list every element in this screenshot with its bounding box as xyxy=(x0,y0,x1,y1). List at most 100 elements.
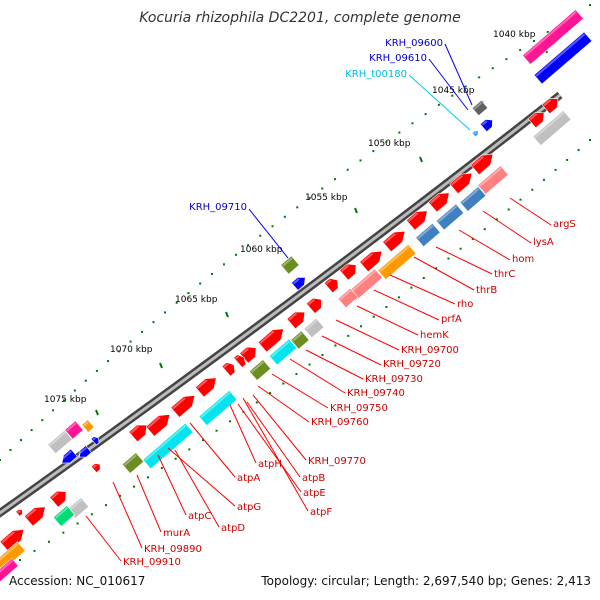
leader-line xyxy=(335,319,400,351)
feature-magenta-shine xyxy=(523,11,577,57)
tick-mark xyxy=(225,311,229,318)
feature-cds xyxy=(0,529,25,552)
feature-cds-shape xyxy=(323,277,339,294)
feature-cds-shape xyxy=(306,297,322,314)
inner-dot xyxy=(215,429,218,432)
feature-cds-shape xyxy=(0,529,25,552)
inner-dot xyxy=(372,315,375,318)
leader-line xyxy=(509,197,552,226)
inner-dot xyxy=(295,373,298,376)
inner-dot xyxy=(229,420,232,423)
gene-label: atpB xyxy=(302,473,325,484)
leader-line xyxy=(413,256,475,291)
leader-line xyxy=(428,58,469,111)
feature-steel-shine xyxy=(437,205,458,223)
outer-dot xyxy=(19,439,22,442)
feature-blue-shape xyxy=(90,436,100,446)
feature-magenta-shape xyxy=(0,557,19,583)
feature-magenta-shine xyxy=(0,559,14,576)
feature-cds-shine xyxy=(325,279,332,285)
feature-blue xyxy=(77,445,92,458)
gene-label: rho xyxy=(457,299,473,310)
inner-dot xyxy=(76,522,79,525)
leader-line xyxy=(85,515,122,562)
feature-cds-shine xyxy=(407,212,419,222)
outer-dot xyxy=(9,449,12,452)
tick-mark xyxy=(159,362,163,369)
outer-dot xyxy=(308,196,311,199)
gene-label: atpH xyxy=(258,459,282,470)
outer-dot xyxy=(164,311,167,314)
feature-steel-shape xyxy=(415,222,441,248)
inner-dot xyxy=(146,476,149,479)
feature-cds-shine xyxy=(130,425,140,434)
inner-dot xyxy=(577,148,580,151)
outer-dot xyxy=(372,150,375,153)
backbone-highlight xyxy=(0,93,561,515)
feature-cds-shine xyxy=(147,416,161,429)
feature-olive-shine xyxy=(250,360,265,373)
feature-cds-pink xyxy=(477,165,509,195)
label-leader-lines xyxy=(85,43,552,562)
gene-label: atpD xyxy=(221,523,245,534)
feature-blue-small xyxy=(479,119,493,133)
inner-dot xyxy=(201,439,204,442)
feature-cds-shape xyxy=(382,230,406,253)
feature-cds xyxy=(170,395,196,418)
inner-dot xyxy=(459,247,462,250)
feature-cds-shape xyxy=(470,153,494,176)
outer-dot xyxy=(247,244,250,247)
feature-cds-pink-shine xyxy=(348,270,376,294)
outer-dot xyxy=(199,282,202,285)
gene-label: KRH_09770 xyxy=(308,456,366,467)
outer-dot xyxy=(491,67,494,70)
leader-line xyxy=(252,394,307,461)
tick-label: 1040 kbp xyxy=(493,30,536,40)
feature-steel-shine xyxy=(417,224,434,240)
feature-cds-shine xyxy=(196,379,208,389)
leader-line xyxy=(482,210,532,244)
outer-dot xyxy=(478,76,481,79)
feature-cds-shape xyxy=(233,354,247,368)
feature-gray-shape xyxy=(47,429,73,455)
outer-dot xyxy=(398,131,401,134)
leader-line xyxy=(356,305,419,336)
outer-dot xyxy=(519,49,522,52)
outer-dot xyxy=(234,253,237,256)
feature-cyan xyxy=(198,389,238,427)
gene-label: KRH_09610 xyxy=(369,53,427,64)
feature-cds xyxy=(339,263,357,281)
feature-cds-shine xyxy=(529,113,538,121)
feature-cds-shine xyxy=(451,174,463,186)
gene-label: lysA xyxy=(533,237,554,248)
feature-orange-shine xyxy=(83,421,89,427)
feature-cyan-shine xyxy=(144,424,187,462)
gene-label: KRH_09710 xyxy=(189,202,247,213)
gene-label: atpC xyxy=(188,511,211,522)
inner-dot xyxy=(397,296,400,299)
inner-dot xyxy=(542,178,545,181)
feature-gray xyxy=(47,429,73,455)
feature-cds xyxy=(306,297,322,314)
feature-orange-shape xyxy=(81,419,95,433)
feature-cds-shine xyxy=(472,155,484,167)
inner-dot xyxy=(507,208,510,211)
inner-dot xyxy=(531,188,534,191)
feature-magenta-shape xyxy=(64,420,84,440)
feature-blue-shine xyxy=(535,33,586,77)
feature-cds xyxy=(145,414,171,437)
feature-cds-shine xyxy=(235,355,240,360)
outer-dot xyxy=(187,292,190,295)
gene-label: argS xyxy=(553,219,576,230)
feature-blue-shine xyxy=(77,447,87,456)
leader-line xyxy=(237,403,302,493)
feature-cds-shine xyxy=(259,330,275,344)
feature-cds xyxy=(323,277,339,294)
feature-gray xyxy=(303,317,325,339)
outer-dot xyxy=(424,113,427,116)
feature-cyan-shape xyxy=(198,389,238,427)
feature-steel-shape xyxy=(435,203,465,231)
gene-label: KRH_09760 xyxy=(311,417,369,428)
feature-cds-shine xyxy=(429,194,441,204)
